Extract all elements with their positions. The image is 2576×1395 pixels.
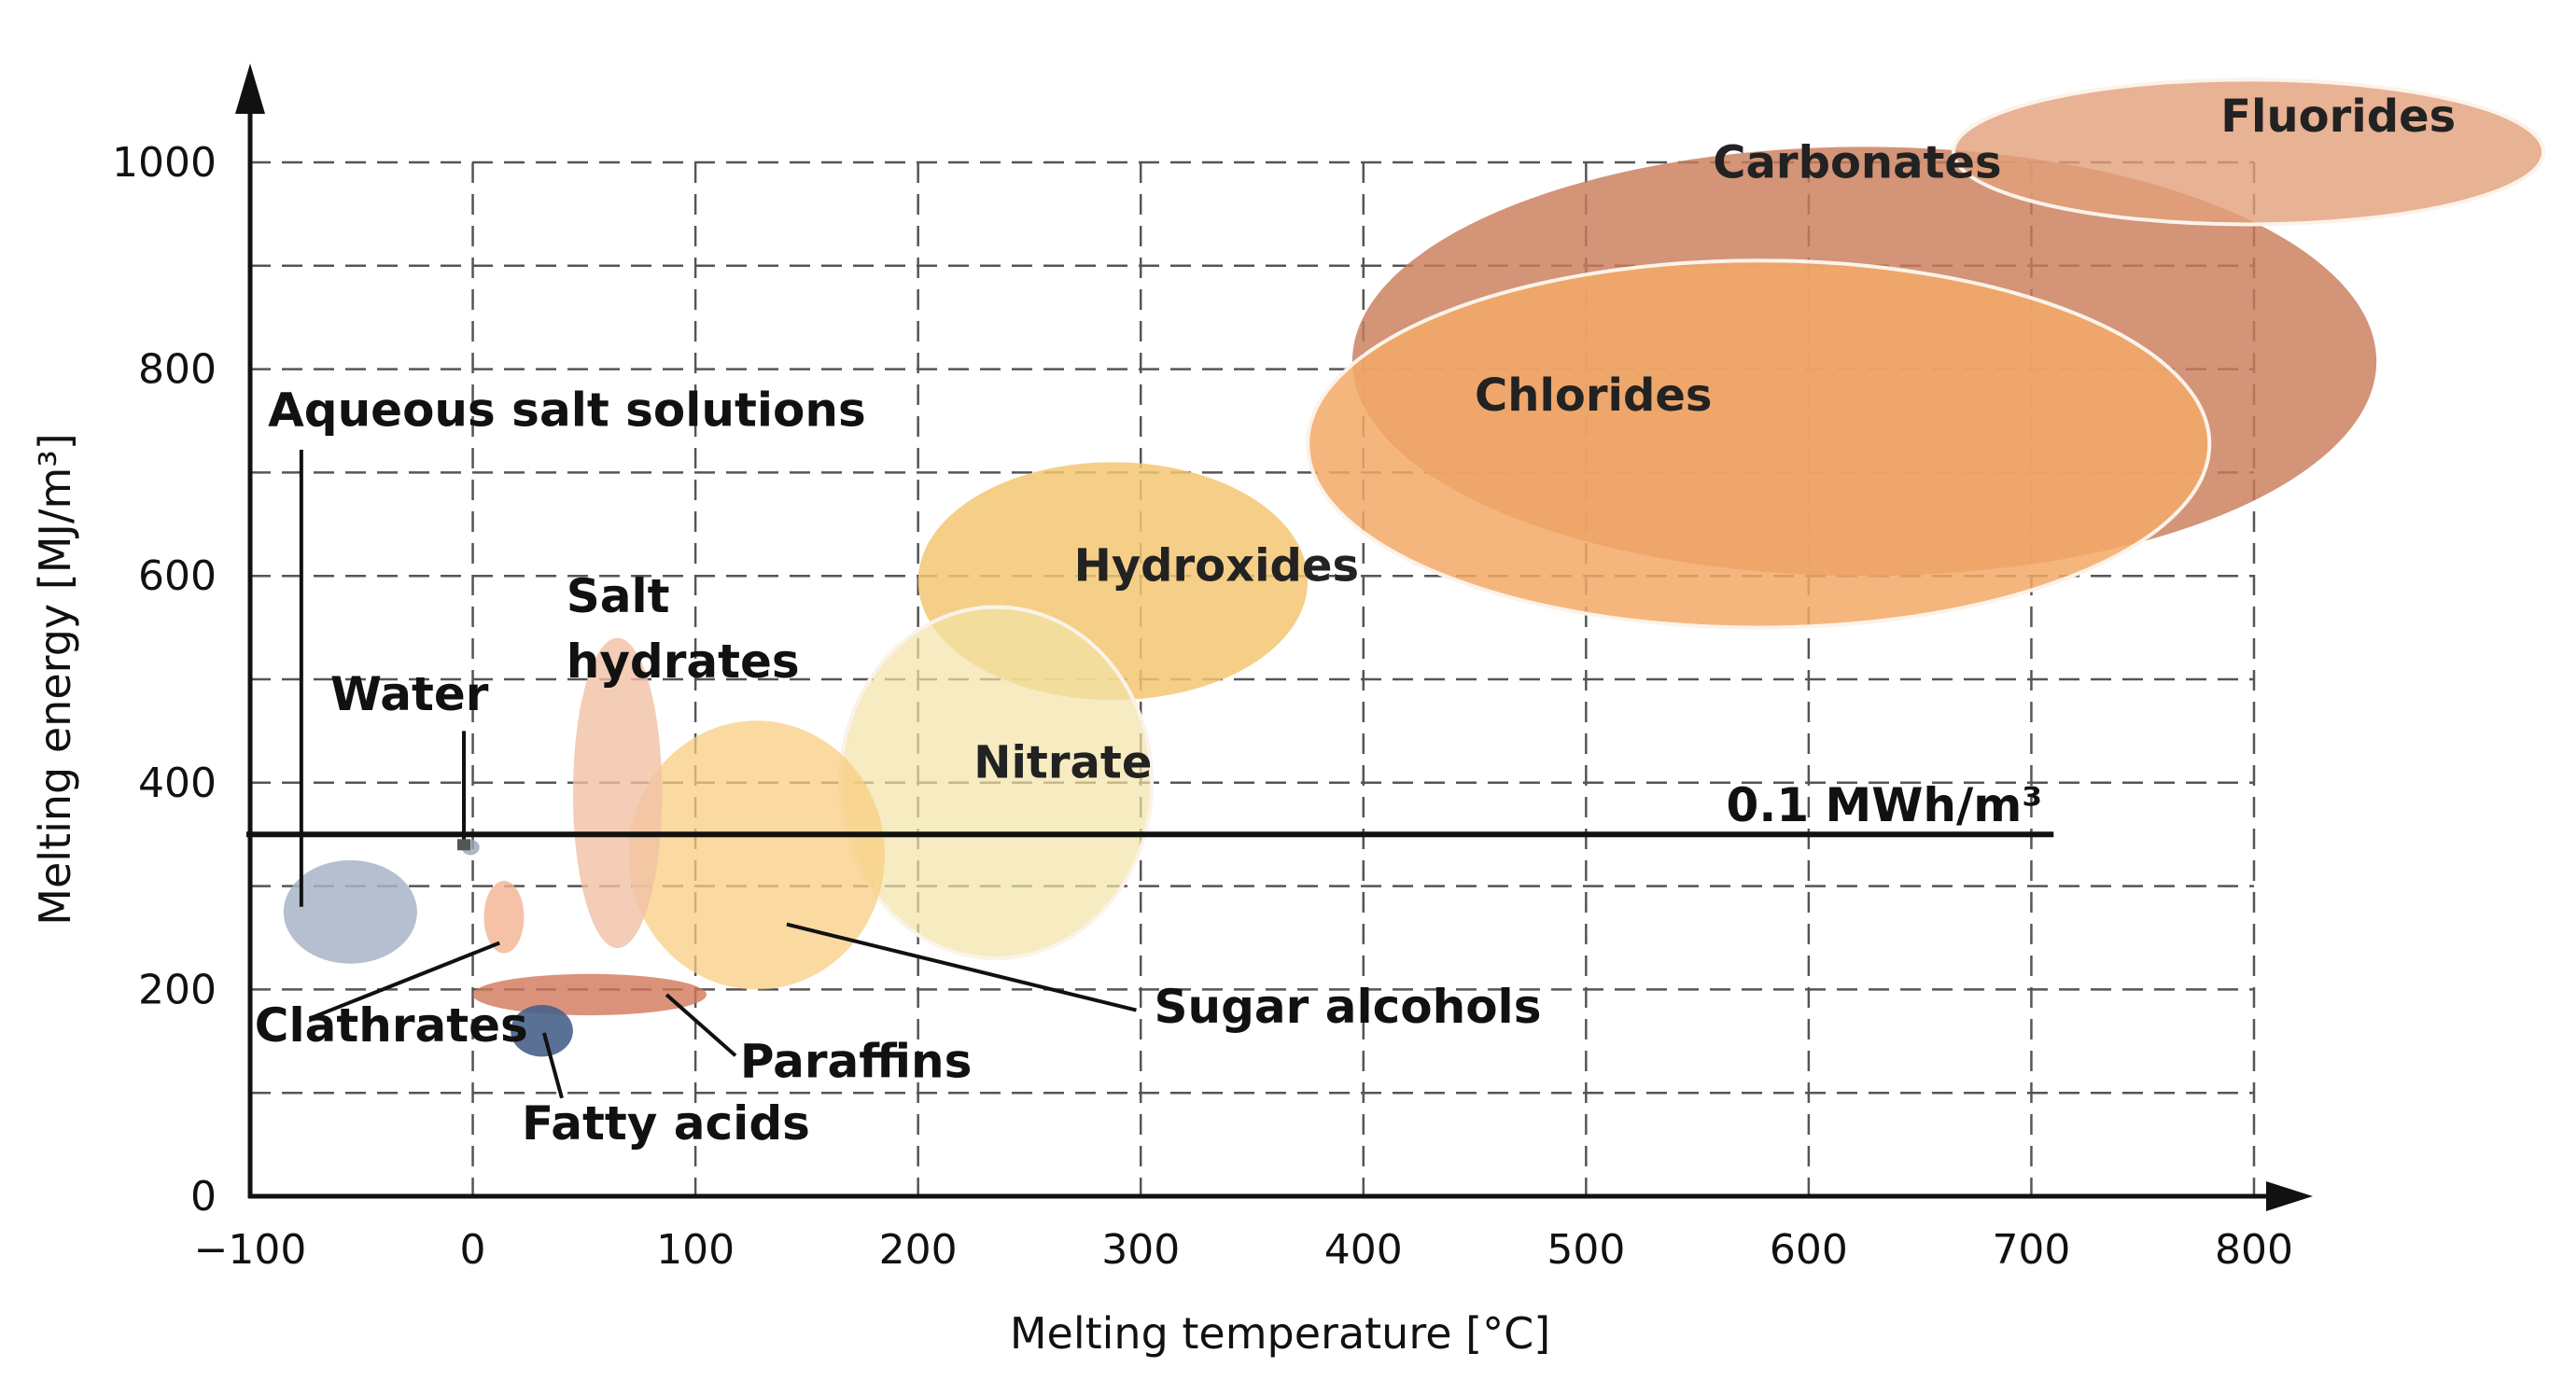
x-tick-label: 500: [1547, 1226, 1625, 1274]
region-clathrates: [483, 881, 525, 954]
material-regions: [283, 77, 2546, 1057]
x-tick-label: 400: [1324, 1226, 1403, 1274]
label-nitrate: Nitrate: [973, 736, 1152, 788]
x-tick-label: 0: [460, 1226, 486, 1274]
leader-lines: [299, 450, 1137, 1099]
y-tick-label: 1000: [112, 139, 217, 187]
y-axis-arrow: [235, 63, 265, 114]
region-chlorides: [1306, 258, 2212, 630]
x-tick-label: 800: [2215, 1226, 2293, 1274]
label-hydroxides: Hydroxides: [1074, 540, 1359, 593]
y-tick-label: 200: [138, 966, 217, 1013]
water-marker: [457, 839, 471, 851]
region-paraffins: [472, 973, 707, 1016]
y-tick-label: 400: [138, 760, 217, 807]
label-salt-hydrates: Salt hydrates: [567, 569, 800, 689]
axes: [235, 63, 2313, 1211]
x-axis-label: Melting temperature [°C]: [1010, 1308, 1550, 1359]
label-clathrates: Clathrates: [255, 998, 528, 1053]
x-axis-arrow: [2266, 1181, 2313, 1211]
label-line: Salt: [567, 569, 670, 623]
x-tick-label: 700: [1992, 1226, 2070, 1274]
region-salt-hydrates: [572, 637, 663, 949]
label-carbonates: Carbonates: [1713, 137, 2001, 189]
x-tick-label: 600: [1770, 1226, 1848, 1274]
region-labels: Carbonates Fluorides Chlorides Hydroxides Ni…: [255, 91, 2456, 1151]
reference-line-group: 0.1 MWh/m³: [246, 778, 2054, 838]
label-line: hydrates: [567, 635, 800, 689]
label-paraffins: Paraffins: [740, 1035, 973, 1089]
region-sugar-alcohols: [628, 720, 885, 990]
y-axis-label: Melting energy [MJ/m³]: [30, 433, 80, 925]
label-fluorides: Fluorides: [2220, 91, 2456, 143]
leader-line: [312, 941, 500, 1020]
x-tick-label: 200: [879, 1226, 958, 1274]
y-tick-label: 800: [138, 346, 217, 394]
label-aqueous-salt-solutions: Aqueous salt solutions: [268, 384, 866, 438]
y-tick-label: 600: [138, 552, 217, 600]
region-fluorides: [1951, 77, 2546, 227]
label-fatty-acids: Fatty acids: [522, 1096, 810, 1151]
leader-line: [665, 993, 737, 1057]
x-tick-label: 100: [656, 1226, 735, 1274]
tick-labels: −100 0 100 200 300 400 500 600 700 800 0 200 400 600 8…: [112, 139, 2293, 1274]
x-tick-label: 300: [1101, 1226, 1180, 1274]
y-tick-label: 0: [190, 1173, 217, 1221]
leader-line: [786, 922, 1137, 1012]
region-fatty-acids: [511, 1005, 573, 1057]
x-tick-label: −100: [194, 1226, 307, 1274]
leader-line: [541, 1032, 564, 1099]
reference-line-label: 0.1 MWh/m³: [1727, 778, 2043, 832]
label-water: Water: [330, 667, 489, 721]
label-chlorides: Chlorides: [1475, 370, 1712, 422]
label-sugar-alcohols: Sugar alcohols: [1155, 980, 1542, 1034]
region-aqueous-salt-solutions: [283, 859, 417, 964]
axis-labels: Melting temperature [°C] Melting energy […: [30, 433, 1550, 1359]
